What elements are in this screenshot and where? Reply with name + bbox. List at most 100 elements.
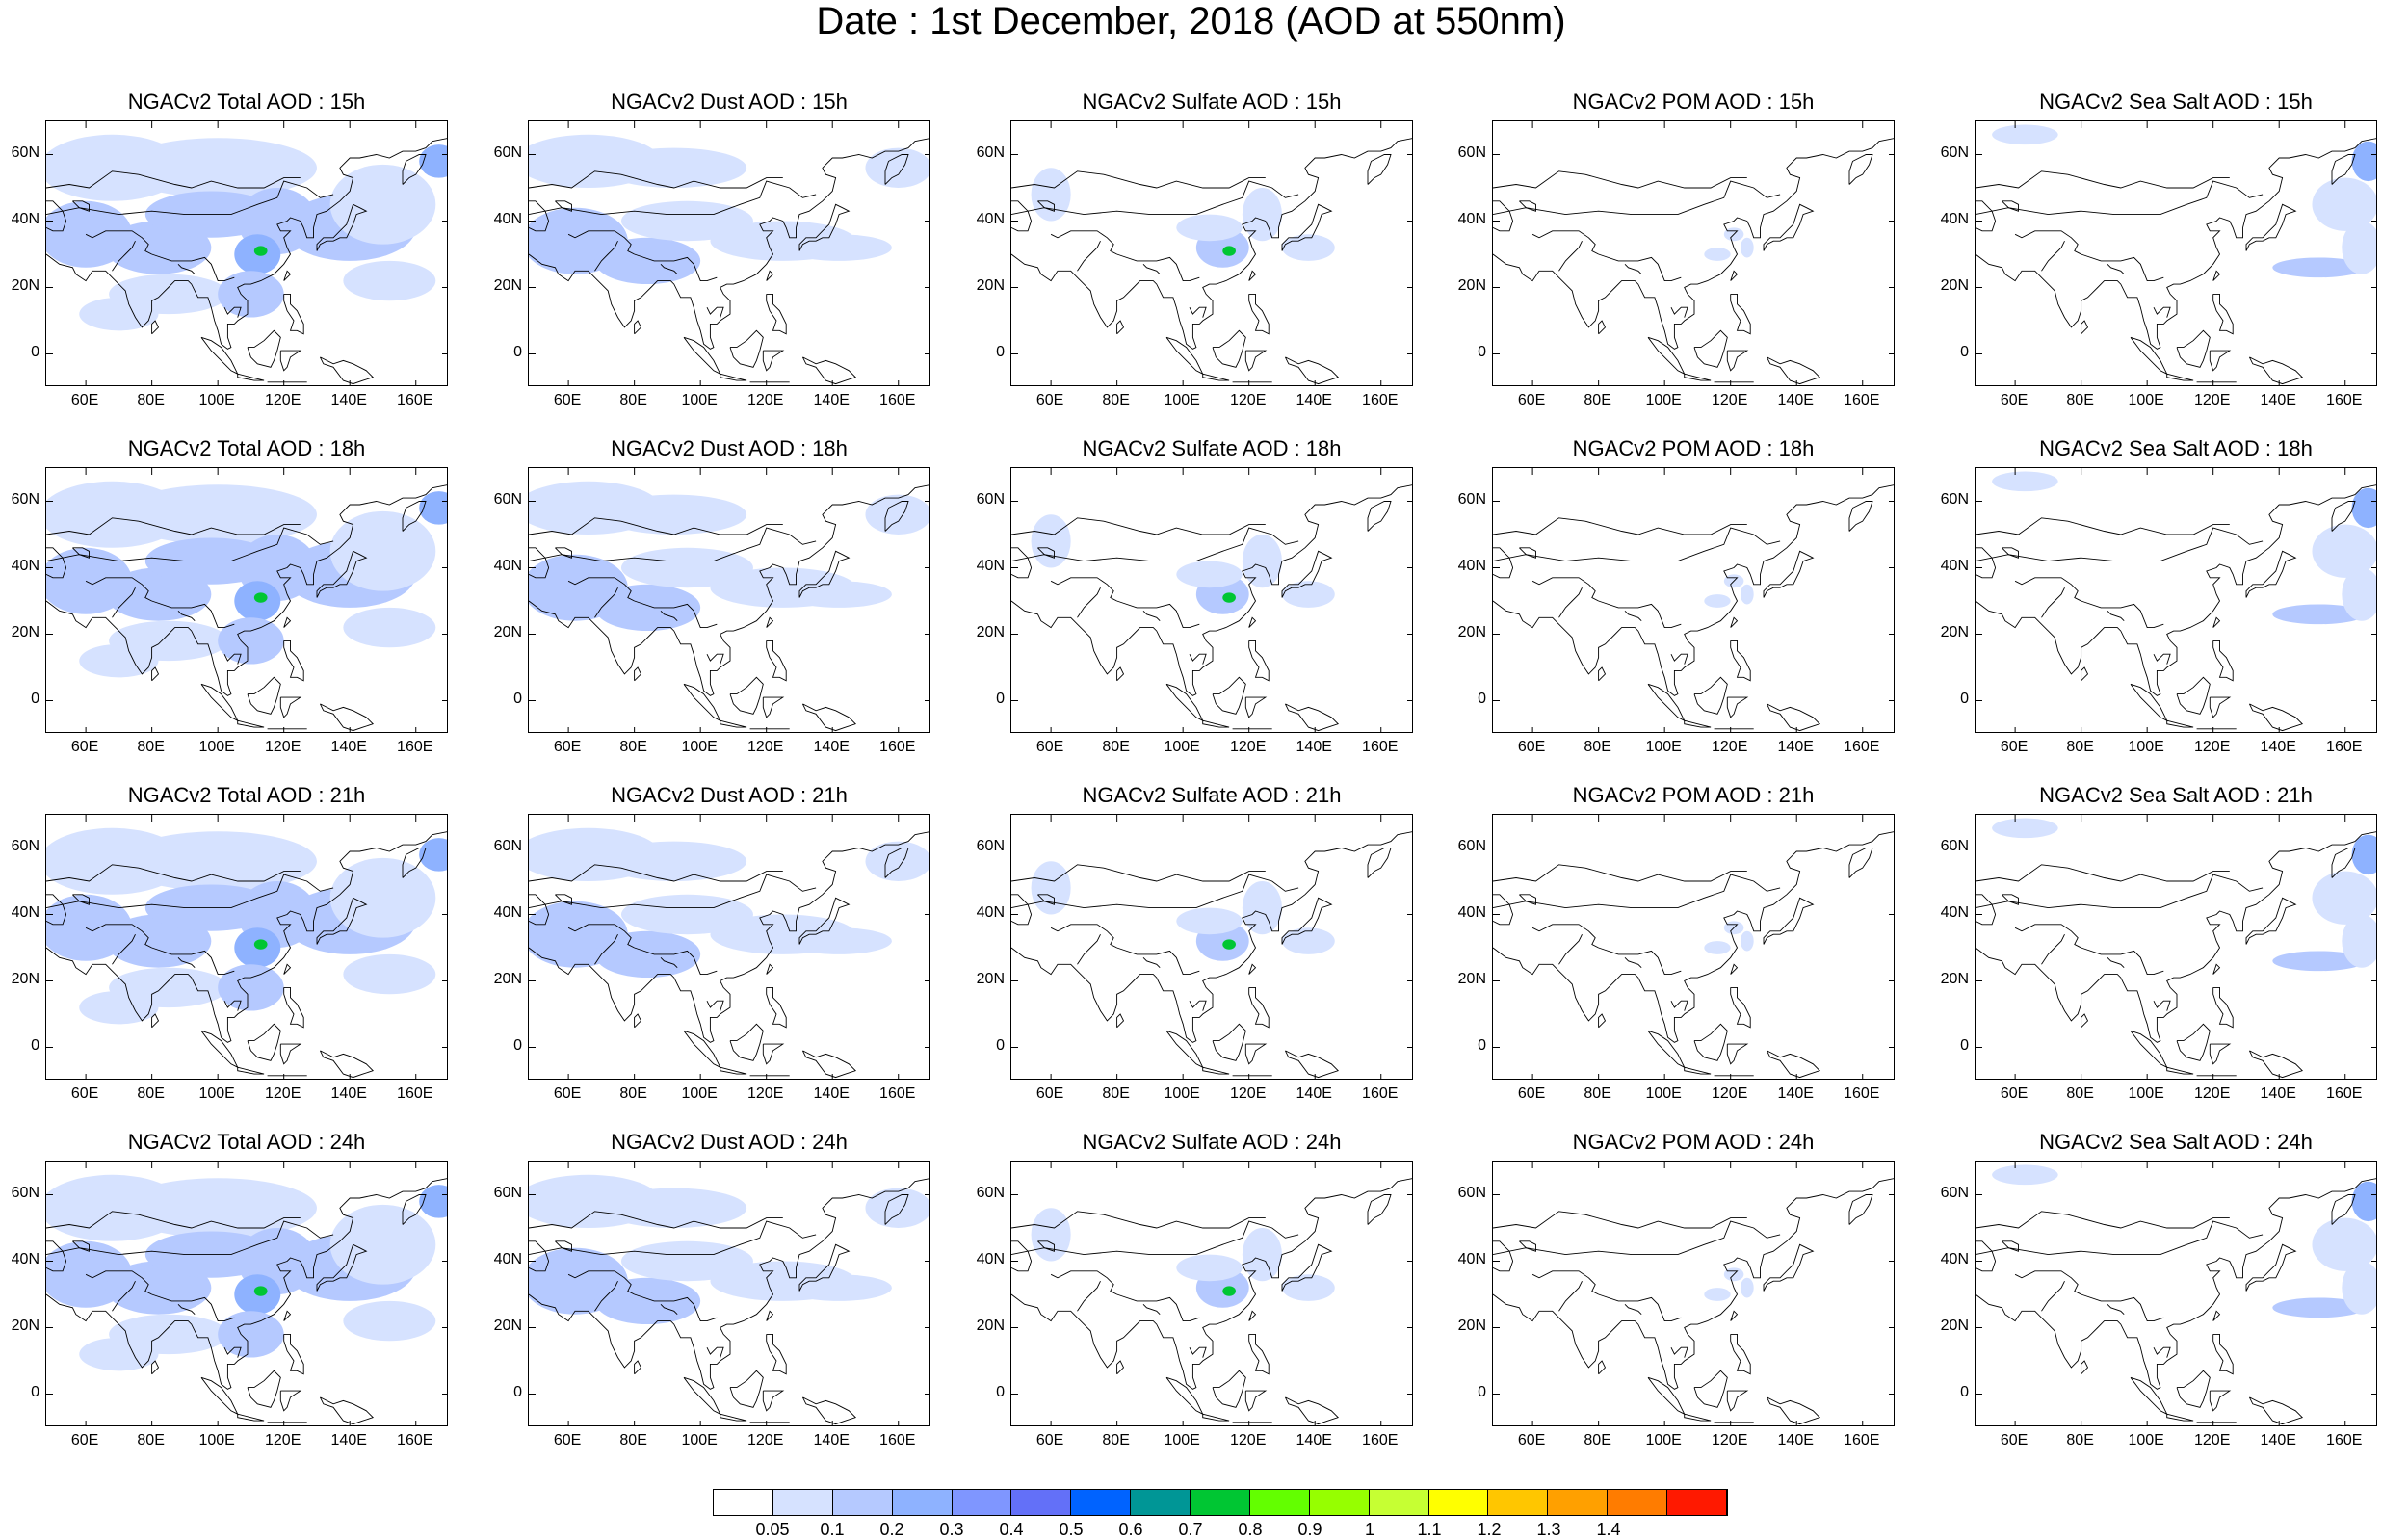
coastline bbox=[402, 501, 427, 532]
x-tick-label: 100E bbox=[1645, 1432, 1682, 1449]
coastline bbox=[766, 986, 787, 1029]
coastline bbox=[2081, 1013, 2089, 1029]
colorbar-swatch bbox=[1071, 1490, 1132, 1515]
panel-title: NGACv2 POM AOD : 21h bbox=[1572, 783, 1815, 807]
coastline bbox=[1493, 484, 1894, 696]
aod-region bbox=[786, 1274, 892, 1301]
map-panel: NGACv2 Total AOD : 21h 60N 40N 20N 0 60E 80E 10… bbox=[12, 783, 448, 1102]
coastline bbox=[2041, 241, 2065, 272]
x-tick-label: 80E bbox=[1584, 739, 1611, 755]
coastline bbox=[1165, 336, 1204, 376]
aod-map bbox=[1493, 468, 1894, 732]
coastline bbox=[798, 203, 851, 251]
x-tick-label: 100E bbox=[1645, 392, 1682, 408]
x-tick-label: 140E bbox=[330, 1432, 367, 1449]
map-panel: NGACv2 Sea Salt AOD : 15h 60N 40N 20N 0 60E 80… bbox=[1941, 90, 2377, 408]
coastline bbox=[1202, 719, 1230, 728]
x-tick-label: 140E bbox=[813, 1085, 850, 1102]
coastline bbox=[1763, 897, 1815, 945]
x-tick-label: 80E bbox=[1584, 1432, 1611, 1449]
coastline bbox=[1011, 484, 1412, 696]
coastline bbox=[1647, 1376, 1686, 1416]
coastline bbox=[1976, 864, 2230, 882]
coastline bbox=[1367, 154, 1392, 185]
x-tick-label: 80E bbox=[137, 1432, 165, 1449]
coastline bbox=[1598, 600, 1682, 629]
coastline bbox=[683, 683, 721, 722]
y-tick-label: 40N bbox=[493, 557, 522, 574]
aod-region bbox=[2312, 871, 2376, 925]
coastline bbox=[801, 356, 857, 385]
x-tick-label: 160E bbox=[2326, 739, 2363, 755]
x-tick-label: 80E bbox=[2066, 392, 2094, 408]
coastline bbox=[2212, 270, 2221, 281]
coastline bbox=[85, 577, 152, 602]
coastline bbox=[46, 1178, 447, 1390]
panel-title: NGACv2 Total AOD : 18h bbox=[127, 436, 366, 460]
coastline bbox=[1670, 306, 1688, 318]
x-tick-label: 60E bbox=[2000, 1085, 2029, 1102]
aod-region bbox=[2351, 141, 2376, 182]
aod-region bbox=[343, 953, 436, 995]
coastline bbox=[1493, 1178, 1894, 1390]
y-tick-label: 60N bbox=[1940, 837, 1969, 854]
x-tick-label: 100E bbox=[1164, 739, 1200, 755]
aod-map bbox=[1011, 815, 1412, 1079]
coastline bbox=[1011, 180, 1299, 216]
x-tick-label: 160E bbox=[397, 1432, 433, 1449]
coastline bbox=[2014, 924, 2081, 949]
coastline bbox=[683, 1030, 721, 1069]
coastline bbox=[1050, 577, 1117, 602]
coastline bbox=[706, 306, 724, 318]
x-tick-label: 100E bbox=[198, 392, 235, 408]
x-tick-label: 60E bbox=[1517, 392, 1546, 408]
coastline bbox=[594, 1281, 618, 1312]
aod-region bbox=[1740, 237, 1754, 258]
y-tick-label: 20N bbox=[976, 1317, 1005, 1334]
aod-region bbox=[2351, 834, 2376, 875]
map-frame bbox=[45, 120, 448, 386]
x-tick-label: 160E bbox=[2326, 392, 2363, 408]
aod-map bbox=[46, 815, 447, 1079]
panel-title: NGACv2 Sulfate AOD : 15h bbox=[1082, 90, 1342, 114]
coastline bbox=[1248, 639, 1270, 682]
coastline bbox=[1493, 874, 1781, 909]
coastline bbox=[1202, 373, 1230, 381]
coastline bbox=[1142, 610, 1161, 622]
x-tick-label: 80E bbox=[1102, 392, 1130, 408]
coastline bbox=[319, 356, 375, 385]
y-tick-label: 60N bbox=[11, 490, 39, 508]
coastline bbox=[1367, 1194, 1392, 1225]
coastline bbox=[1693, 329, 1728, 368]
coastline bbox=[283, 616, 292, 628]
coastline bbox=[2176, 1370, 2211, 1408]
coastline bbox=[555, 894, 572, 905]
x-tick-label: 60E bbox=[70, 1432, 99, 1449]
x-tick-label: 60E bbox=[553, 739, 582, 755]
x-tick-label: 80E bbox=[2066, 1085, 2094, 1102]
coastline bbox=[567, 924, 635, 949]
coastline bbox=[801, 703, 857, 732]
coastline bbox=[1670, 1346, 1688, 1358]
coastline bbox=[151, 947, 235, 976]
coastline bbox=[2209, 350, 2232, 372]
coastline bbox=[237, 1413, 265, 1422]
x-tick-label: 120E bbox=[747, 1432, 784, 1449]
x-tick-label: 60E bbox=[553, 1432, 582, 1449]
aod-region bbox=[2342, 567, 2376, 621]
coastline bbox=[283, 293, 304, 335]
coastline bbox=[200, 1376, 239, 1416]
x-tick-label: 60E bbox=[1035, 392, 1064, 408]
colorbar-swatch bbox=[1191, 1490, 1250, 1515]
coastline bbox=[634, 1013, 642, 1029]
coastline bbox=[2014, 1270, 2081, 1295]
coastline bbox=[2002, 547, 2019, 559]
x-tick-label: 140E bbox=[2260, 1432, 2296, 1449]
coastline bbox=[634, 666, 642, 682]
aod-region bbox=[1281, 581, 1335, 608]
x-tick-label: 120E bbox=[1230, 1085, 1267, 1102]
coastline bbox=[200, 336, 239, 376]
map-frame bbox=[528, 120, 930, 386]
map-panel: NGACv2 Total AOD : 18h 60N 40N 20N 0 60E 80E 10… bbox=[12, 436, 448, 755]
coastline bbox=[1248, 293, 1270, 335]
